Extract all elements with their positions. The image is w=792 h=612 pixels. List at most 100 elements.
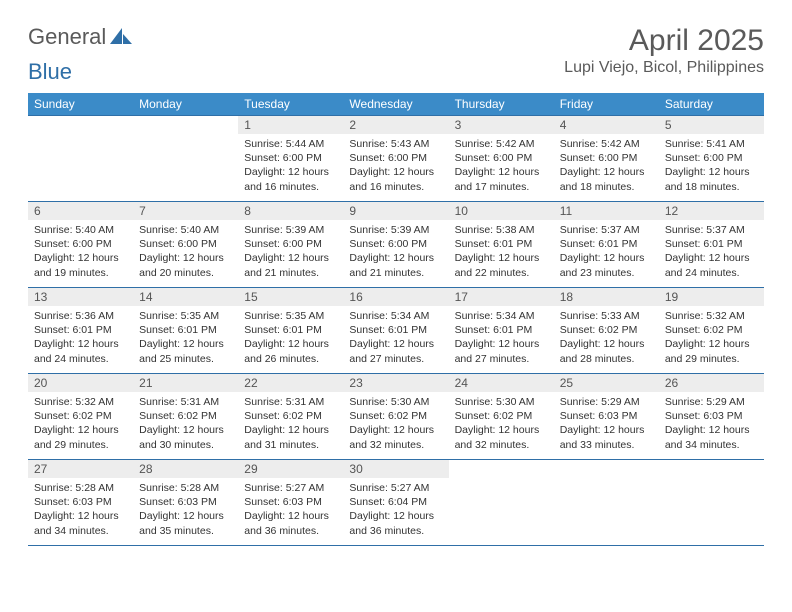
day-number: 10 (449, 202, 554, 220)
daylight-text: Daylight: 12 hours and 29 minutes. (665, 337, 758, 365)
sunrise-text: Sunrise: 5:42 AM (455, 137, 548, 151)
day-number: 26 (659, 374, 764, 392)
sunrise-text: Sunrise: 5:31 AM (139, 395, 232, 409)
day-number: 6 (28, 202, 133, 220)
calendar-cell (28, 116, 133, 202)
calendar-table: Sunday Monday Tuesday Wednesday Thursday… (28, 93, 764, 546)
sunrise-text: Sunrise: 5:29 AM (560, 395, 653, 409)
logo-sail-icon (110, 28, 132, 46)
day-content: Sunrise: 5:42 AMSunset: 6:00 PMDaylight:… (449, 134, 554, 194)
month-title: April 2025 (564, 24, 764, 57)
day-content: Sunrise: 5:27 AMSunset: 6:03 PMDaylight:… (238, 478, 343, 538)
sunset-text: Sunset: 6:01 PM (455, 237, 548, 251)
day-number: 27 (28, 460, 133, 478)
day-number: 18 (554, 288, 659, 306)
day-number (28, 116, 133, 120)
calendar-cell: 28Sunrise: 5:28 AMSunset: 6:03 PMDayligh… (133, 460, 238, 546)
daylight-text: Daylight: 12 hours and 32 minutes. (349, 423, 442, 451)
daylight-text: Daylight: 12 hours and 32 minutes. (455, 423, 548, 451)
day-number: 7 (133, 202, 238, 220)
day-number: 9 (343, 202, 448, 220)
day-number (133, 116, 238, 120)
day-content: Sunrise: 5:34 AMSunset: 6:01 PMDaylight:… (343, 306, 448, 366)
daylight-text: Daylight: 12 hours and 34 minutes. (665, 423, 758, 451)
sunrise-text: Sunrise: 5:27 AM (349, 481, 442, 495)
day-content: Sunrise: 5:31 AMSunset: 6:02 PMDaylight:… (238, 392, 343, 452)
calendar-cell (133, 116, 238, 202)
calendar-cell: 25Sunrise: 5:29 AMSunset: 6:03 PMDayligh… (554, 374, 659, 460)
day-number: 24 (449, 374, 554, 392)
sunrise-text: Sunrise: 5:30 AM (349, 395, 442, 409)
calendar-cell: 11Sunrise: 5:37 AMSunset: 6:01 PMDayligh… (554, 202, 659, 288)
weekday-header: Saturday (659, 93, 764, 116)
logo-text-general: General (28, 24, 106, 50)
daylight-text: Daylight: 12 hours and 34 minutes. (34, 509, 127, 537)
calendar-cell: 21Sunrise: 5:31 AMSunset: 6:02 PMDayligh… (133, 374, 238, 460)
day-number: 28 (133, 460, 238, 478)
calendar-cell: 3Sunrise: 5:42 AMSunset: 6:00 PMDaylight… (449, 116, 554, 202)
sunset-text: Sunset: 6:03 PM (34, 495, 127, 509)
weekday-header: Monday (133, 93, 238, 116)
calendar-week: 1Sunrise: 5:44 AMSunset: 6:00 PMDaylight… (28, 116, 764, 202)
calendar-cell: 19Sunrise: 5:32 AMSunset: 6:02 PMDayligh… (659, 288, 764, 374)
day-number: 19 (659, 288, 764, 306)
day-number: 22 (238, 374, 343, 392)
day-number: 11 (554, 202, 659, 220)
title-block: April 2025 Lupi Viejo, Bicol, Philippine… (564, 24, 764, 77)
sunrise-text: Sunrise: 5:29 AM (665, 395, 758, 409)
daylight-text: Daylight: 12 hours and 35 minutes. (139, 509, 232, 537)
sunset-text: Sunset: 6:03 PM (560, 409, 653, 423)
weekday-header: Sunday (28, 93, 133, 116)
daylight-text: Daylight: 12 hours and 29 minutes. (34, 423, 127, 451)
sunrise-text: Sunrise: 5:32 AM (665, 309, 758, 323)
sunrise-text: Sunrise: 5:39 AM (349, 223, 442, 237)
sunrise-text: Sunrise: 5:43 AM (349, 137, 442, 151)
sunrise-text: Sunrise: 5:37 AM (665, 223, 758, 237)
logo-text-blue: Blue (28, 59, 72, 85)
day-content: Sunrise: 5:28 AMSunset: 6:03 PMDaylight:… (133, 478, 238, 538)
sunset-text: Sunset: 6:01 PM (244, 323, 337, 337)
sunset-text: Sunset: 6:02 PM (34, 409, 127, 423)
sunrise-text: Sunrise: 5:32 AM (34, 395, 127, 409)
daylight-text: Daylight: 12 hours and 36 minutes. (349, 509, 442, 537)
day-content: Sunrise: 5:38 AMSunset: 6:01 PMDaylight:… (449, 220, 554, 280)
daylight-text: Daylight: 12 hours and 16 minutes. (244, 165, 337, 193)
calendar-cell: 20Sunrise: 5:32 AMSunset: 6:02 PMDayligh… (28, 374, 133, 460)
sunset-text: Sunset: 6:00 PM (244, 237, 337, 251)
sunrise-text: Sunrise: 5:35 AM (244, 309, 337, 323)
calendar-cell: 1Sunrise: 5:44 AMSunset: 6:00 PMDaylight… (238, 116, 343, 202)
calendar-cell: 6Sunrise: 5:40 AMSunset: 6:00 PMDaylight… (28, 202, 133, 288)
day-number (449, 460, 554, 464)
day-content: Sunrise: 5:41 AMSunset: 6:00 PMDaylight:… (659, 134, 764, 194)
calendar-cell: 15Sunrise: 5:35 AMSunset: 6:01 PMDayligh… (238, 288, 343, 374)
day-content: Sunrise: 5:30 AMSunset: 6:02 PMDaylight:… (449, 392, 554, 452)
day-content: Sunrise: 5:39 AMSunset: 6:00 PMDaylight:… (238, 220, 343, 280)
calendar-week: 20Sunrise: 5:32 AMSunset: 6:02 PMDayligh… (28, 374, 764, 460)
daylight-text: Daylight: 12 hours and 21 minutes. (244, 251, 337, 279)
sunrise-text: Sunrise: 5:42 AM (560, 137, 653, 151)
calendar-body: 1Sunrise: 5:44 AMSunset: 6:00 PMDaylight… (28, 116, 764, 546)
sunrise-text: Sunrise: 5:34 AM (349, 309, 442, 323)
day-content: Sunrise: 5:34 AMSunset: 6:01 PMDaylight:… (449, 306, 554, 366)
sunset-text: Sunset: 6:02 PM (455, 409, 548, 423)
sunset-text: Sunset: 6:02 PM (139, 409, 232, 423)
sunset-text: Sunset: 6:03 PM (139, 495, 232, 509)
sunrise-text: Sunrise: 5:44 AM (244, 137, 337, 151)
sunrise-text: Sunrise: 5:37 AM (560, 223, 653, 237)
day-number: 17 (449, 288, 554, 306)
calendar-week: 13Sunrise: 5:36 AMSunset: 6:01 PMDayligh… (28, 288, 764, 374)
sunrise-text: Sunrise: 5:35 AM (139, 309, 232, 323)
sunset-text: Sunset: 6:03 PM (244, 495, 337, 509)
sunrise-text: Sunrise: 5:33 AM (560, 309, 653, 323)
day-number: 29 (238, 460, 343, 478)
day-content: Sunrise: 5:33 AMSunset: 6:02 PMDaylight:… (554, 306, 659, 366)
calendar-week: 6Sunrise: 5:40 AMSunset: 6:00 PMDaylight… (28, 202, 764, 288)
calendar-cell: 7Sunrise: 5:40 AMSunset: 6:00 PMDaylight… (133, 202, 238, 288)
daylight-text: Daylight: 12 hours and 30 minutes. (139, 423, 232, 451)
sunrise-text: Sunrise: 5:31 AM (244, 395, 337, 409)
calendar-cell: 9Sunrise: 5:39 AMSunset: 6:00 PMDaylight… (343, 202, 448, 288)
day-content: Sunrise: 5:31 AMSunset: 6:02 PMDaylight:… (133, 392, 238, 452)
calendar-cell (449, 460, 554, 546)
day-number: 13 (28, 288, 133, 306)
calendar-cell: 16Sunrise: 5:34 AMSunset: 6:01 PMDayligh… (343, 288, 448, 374)
